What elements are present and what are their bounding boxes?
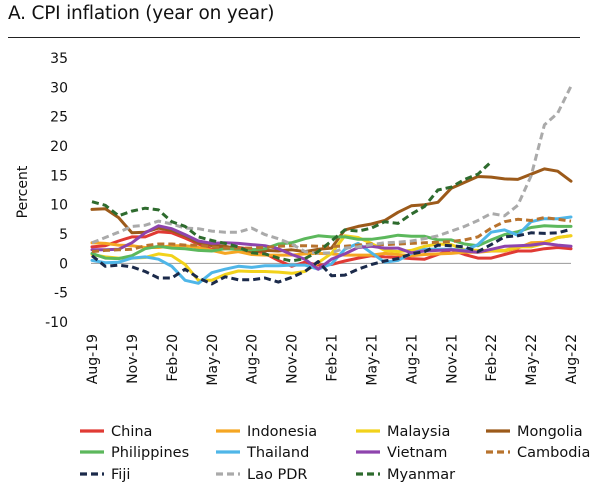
x-tick-label: Aug-19	[85, 334, 101, 384]
x-tick-label: May-20	[205, 334, 221, 386]
x-tick-label: Aug-22	[564, 334, 580, 384]
legend-label: Cambodia	[517, 445, 590, 461]
legend-label: Fiji	[111, 467, 130, 483]
y-tick-label: 25	[50, 110, 68, 126]
legend-label: Lao PDR	[247, 467, 307, 483]
x-tick-label: Feb-22	[484, 334, 500, 382]
series-line-thailand	[90, 215, 573, 285]
legend-label: Thailand	[246, 445, 309, 461]
y-tick-label: 10	[50, 198, 68, 214]
x-tick-label: Feb-21	[325, 334, 341, 382]
axes: -10 -5 0 5 10 15 20 25 30 35 Percent Aug-19 Nov-19 Fe…	[15, 51, 580, 386]
title-divider	[8, 37, 580, 38]
series-line-cambodia	[91, 216, 572, 254]
y-tick-label: -5	[54, 286, 68, 302]
x-tick-label: May-21	[364, 334, 380, 386]
legend-label: Mongolia	[517, 424, 583, 440]
x-tick-label: May-22	[524, 334, 540, 386]
y-tick-label: 5	[59, 227, 68, 243]
series-line-myanmar	[91, 160, 493, 263]
x-tick-label: Nov-21	[444, 334, 460, 384]
legend: China Indonesia Malaysia Mongolia Philippine…	[80, 424, 590, 483]
series-line-philippines	[90, 224, 573, 261]
legend-label: Vietnam	[387, 445, 447, 461]
chart-title: A. CPI inflation (year on year)	[8, 3, 275, 24]
y-axis-label: Percent	[15, 165, 31, 218]
series-line-vietnam	[90, 224, 573, 271]
y-tick-label: 20	[50, 139, 68, 155]
legend-label: China	[111, 424, 152, 440]
series-line-fiji	[91, 227, 572, 286]
x-tick-label: Nov-20	[285, 334, 301, 384]
x-tick-label: Aug-20	[245, 334, 261, 384]
legend-label: Malaysia	[387, 424, 450, 440]
series-line-mongolia	[90, 167, 573, 254]
y-tick-label: 30	[50, 80, 68, 96]
series-lines	[90, 85, 573, 286]
x-tick-label: Nov-19	[125, 334, 141, 384]
y-tick-label: 35	[50, 51, 68, 67]
x-tick-label: Aug-21	[404, 334, 420, 384]
y-tick-label: 0	[59, 256, 68, 272]
y-tick-label: -10	[45, 315, 68, 331]
legend-label: Indonesia	[247, 424, 317, 440]
y-tick-label: 15	[50, 168, 68, 184]
legend-label: Myanmar	[387, 467, 455, 483]
x-tick-label: Feb-20	[165, 334, 181, 382]
legend-label: Philippines	[111, 445, 189, 461]
